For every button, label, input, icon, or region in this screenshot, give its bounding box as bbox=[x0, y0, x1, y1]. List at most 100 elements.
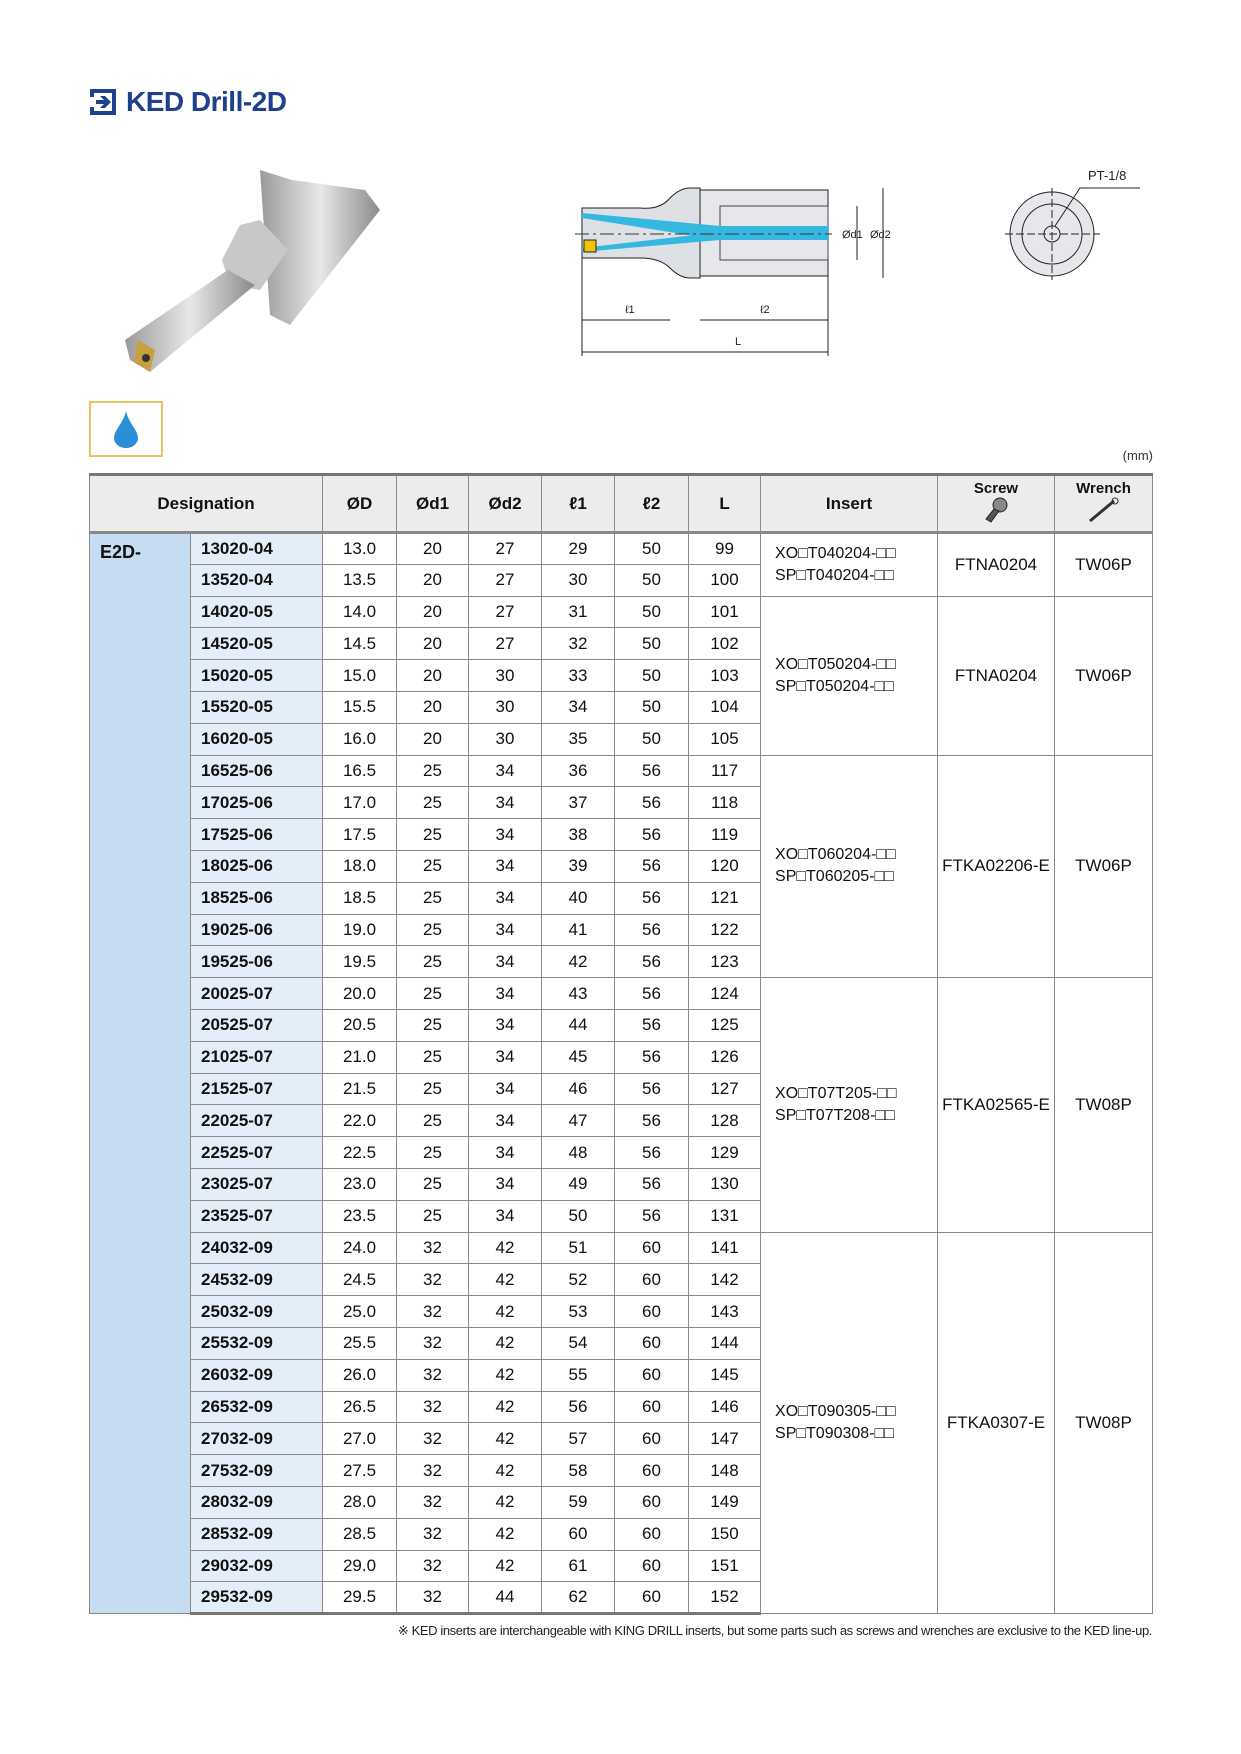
insert-code: SP□T040204-□□ bbox=[775, 566, 894, 584]
cell-L: 147 bbox=[688, 1422, 762, 1456]
cell-D: 24.5 bbox=[322, 1263, 398, 1297]
cell-d1: 32 bbox=[396, 1231, 470, 1265]
cell-d2: 34 bbox=[468, 945, 543, 979]
cell-l2: 50 bbox=[614, 563, 690, 597]
cell-L: 103 bbox=[688, 659, 762, 692]
table-row: 23025-07 23.0 25 34 49 56 130 bbox=[90, 1167, 1153, 1201]
cell-D: 27.0 bbox=[322, 1422, 398, 1456]
cell-l1: 46 bbox=[541, 1072, 616, 1106]
cell-d2: 34 bbox=[468, 1040, 543, 1074]
table-row: 19025-06 19.0 25 34 41 56 122 bbox=[90, 913, 1153, 947]
cell-d2: 34 bbox=[468, 977, 543, 1010]
header-d2: Ød2 bbox=[468, 473, 543, 534]
cell-D: 29.5 bbox=[322, 1581, 398, 1616]
cell-l2: 56 bbox=[614, 977, 690, 1010]
designation-code: 23025-07 bbox=[189, 1167, 324, 1201]
cell-L: 122 bbox=[688, 913, 762, 947]
designation-code: 15520-05 bbox=[189, 690, 324, 724]
cell-d2: 42 bbox=[468, 1263, 543, 1297]
cell-l2: 56 bbox=[614, 913, 690, 947]
cell-d1: 25 bbox=[396, 1072, 470, 1106]
cell-l1: 52 bbox=[541, 1263, 616, 1297]
cell-l2: 56 bbox=[614, 1040, 690, 1074]
table-row: 14020-05 14.0 20 27 31 50 101 XO□T050204-□□ SP□T… bbox=[90, 595, 1154, 756]
cell-D: 17.5 bbox=[322, 818, 398, 851]
cell-d1: 25 bbox=[396, 754, 470, 788]
cell-l1: 54 bbox=[541, 1326, 616, 1360]
designation-code: 14520-05 bbox=[189, 627, 324, 661]
technical-drawing: ØD Ød1 Ød2 ℓ1 ℓ2 L PT-1/8 bbox=[575, 168, 1140, 356]
arrow-box-icon bbox=[90, 89, 116, 115]
table-row: 28532-09 28.5 32 42 60 60 150 bbox=[90, 1517, 1153, 1551]
designation-code: 21025-07 bbox=[189, 1040, 324, 1074]
table-row: 26532-09 26.5 32 42 56 60 146 bbox=[90, 1390, 1153, 1424]
footnote: ※ KED inserts are interchangeable with K… bbox=[397, 1623, 1153, 1638]
table-row: 24532-09 24.5 32 42 52 60 142 bbox=[90, 1263, 1153, 1297]
table-row: 17025-06 17.0 25 34 37 56 118 bbox=[90, 786, 1153, 820]
cell-d2: 42 bbox=[468, 1549, 543, 1583]
cell-L: 151 bbox=[688, 1549, 762, 1583]
cell-d2: 42 bbox=[468, 1517, 543, 1551]
cell-L: 105 bbox=[688, 722, 762, 756]
cell-l1: 51 bbox=[541, 1231, 616, 1265]
designation-code: 15020-05 bbox=[189, 659, 324, 692]
cell-D: 29.0 bbox=[322, 1549, 398, 1583]
cell-D: 14.0 bbox=[322, 595, 398, 629]
cell-L: 100 bbox=[688, 563, 762, 597]
header-wrench-label: Wrench bbox=[1076, 479, 1131, 497]
cell-l1: 32 bbox=[541, 627, 616, 661]
cell-l2: 56 bbox=[614, 786, 690, 820]
cell-L: 117 bbox=[688, 754, 762, 788]
insert-code: SP□T07T208-□□ bbox=[775, 1106, 895, 1124]
cell-D: 26.5 bbox=[322, 1390, 398, 1424]
cell-d1: 20 bbox=[396, 595, 470, 629]
cell-l2: 56 bbox=[614, 1072, 690, 1106]
insert-code: XO□T060204-□□ bbox=[775, 846, 896, 864]
cell-d2: 34 bbox=[468, 1136, 543, 1169]
table-row: 27532-09 27.5 32 42 58 60 148 bbox=[90, 1454, 1153, 1487]
cell-l1: 61 bbox=[541, 1549, 616, 1583]
label-l2: ℓ2 bbox=[760, 304, 770, 316]
table-row: 14520-05 14.5 20 27 32 50 102 bbox=[90, 627, 1153, 661]
cell-l2: 56 bbox=[614, 945, 690, 979]
designation-code: 23525-07 bbox=[189, 1199, 324, 1233]
cell-d1: 25 bbox=[396, 1104, 470, 1138]
cell-l2: 60 bbox=[614, 1517, 690, 1551]
cell-l2: 50 bbox=[614, 627, 690, 661]
cell-l2: 56 bbox=[614, 1008, 690, 1042]
header-designation: Designation bbox=[88, 473, 324, 534]
cell-l2: 50 bbox=[614, 532, 690, 565]
cell-d1: 25 bbox=[396, 945, 470, 979]
designation-code: 29532-09 bbox=[189, 1581, 324, 1616]
cell-l2: 60 bbox=[614, 1390, 690, 1424]
cell-D: 28.5 bbox=[322, 1517, 398, 1551]
cell-d1: 20 bbox=[396, 532, 470, 565]
cell-l2: 60 bbox=[614, 1295, 690, 1328]
cell-D: 27.5 bbox=[322, 1454, 398, 1487]
cell-L: 131 bbox=[688, 1199, 762, 1233]
insert-code: XO□T040204-□□ bbox=[775, 544, 896, 562]
wrench-cell: TW08P bbox=[1054, 1231, 1154, 1615]
table-row: 13520-04 13.5 20 27 30 50 100 bbox=[90, 563, 1153, 597]
cell-d1: 25 bbox=[396, 1199, 470, 1233]
designation-code: 26532-09 bbox=[189, 1390, 324, 1424]
insert-code: XO□T07T205-□□ bbox=[775, 1084, 897, 1102]
cell-l1: 49 bbox=[541, 1167, 616, 1201]
cell-D: 25.0 bbox=[322, 1295, 398, 1328]
designation-prefix: E2D- bbox=[89, 531, 191, 1615]
cell-d2: 30 bbox=[468, 690, 543, 724]
cell-l1: 57 bbox=[541, 1422, 616, 1456]
cell-L: 142 bbox=[688, 1263, 762, 1297]
cell-d2: 42 bbox=[468, 1358, 543, 1392]
cell-d1: 32 bbox=[396, 1358, 470, 1392]
cell-L: 145 bbox=[688, 1358, 762, 1392]
designation-code: 18525-06 bbox=[189, 881, 324, 915]
designation-code: 19025-06 bbox=[189, 913, 324, 947]
designation-code: 16020-05 bbox=[189, 722, 324, 756]
cell-l1: 31 bbox=[541, 595, 616, 629]
cell-l1: 45 bbox=[541, 1040, 616, 1074]
cell-d2: 42 bbox=[468, 1326, 543, 1360]
coolant-badge bbox=[89, 401, 163, 457]
table-row: 18525-06 18.5 25 34 40 56 121 bbox=[90, 881, 1153, 915]
cell-l2: 50 bbox=[614, 659, 690, 692]
